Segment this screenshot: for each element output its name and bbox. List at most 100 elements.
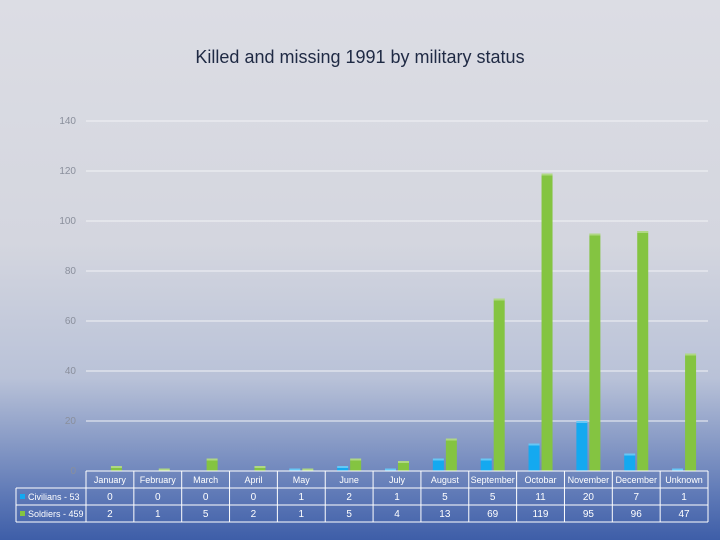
legend-swatch [20,511,25,516]
data-label: 1 [394,492,400,503]
data-label: 2 [346,492,352,503]
category-label: Unknown [665,475,703,485]
bar-soldiers [398,461,409,471]
data-label: 7 [633,492,639,503]
y-tick-label: 40 [65,366,77,377]
category-label: March [193,475,218,485]
gridlines [86,120,708,472]
data-label: 1 [155,509,161,520]
bar-civilians [672,468,684,471]
data-label: 5 [346,509,352,520]
category-label: June [339,475,359,485]
bar-highlight [445,438,457,441]
bar-highlight [637,231,649,233]
category-label: February [140,475,177,485]
bar-highlight [432,458,444,461]
bar-highlight [685,353,697,356]
bar-soldiers [302,468,314,471]
bar-soldiers [637,231,649,471]
data-label: 5 [442,492,448,503]
category-label: August [431,475,460,485]
data-label: 20 [583,492,595,503]
data-label: 5 [490,492,496,503]
category-label: May [293,475,311,485]
data-label: 13 [439,509,451,520]
category-label: December [615,475,657,485]
legend-label: Civilians - 53 [28,492,80,502]
data-table: January February March April May June July Augu… [15,470,709,523]
data-label: 5 [203,509,209,520]
bar-highlight [337,466,349,468]
bar-highlight [528,443,540,446]
bar-highlight [289,468,301,471]
category-label: April [244,475,262,485]
bar-highlight [158,468,170,471]
data-label: 0 [155,492,161,503]
legend-swatch [20,494,25,499]
data-label: 2 [251,509,257,520]
y-tick-label: 100 [59,216,76,227]
y-tick-label: 80 [65,266,77,277]
data-label: 2 [107,509,113,520]
bar-highlight [385,468,396,471]
bar-civilians [576,421,588,471]
y-axis: 0 20 40 60 80 100 120 140 [59,116,76,477]
bar-soldiers [541,173,553,471]
bar-highlight [672,468,684,471]
data-label: 1 [299,492,305,503]
legend-label: Soldiers - 459 [28,509,84,519]
bar-soldiers [206,458,218,471]
bar-civilians [337,466,349,471]
y-tick-label: 120 [59,166,76,177]
bar-soldiers [350,458,362,471]
bar-soldiers [493,298,505,471]
bar-civilians [385,468,396,471]
bar-highlight [398,461,409,463]
data-label: 119 [533,509,549,520]
data-label: 0 [203,492,209,503]
y-tick-label: 0 [70,466,76,477]
bar-civilians [432,458,444,471]
data-label: 69 [487,509,499,520]
category-label: July [389,475,406,485]
bar-soldiers [445,438,457,471]
data-label: 96 [631,509,643,520]
bar-highlight [206,458,218,461]
bar-highlight [480,458,492,461]
bar-civilians [624,453,636,471]
bar-highlight [541,173,553,176]
bar-soldiers [685,353,697,471]
bar-civilians [289,468,301,471]
bar-highlight [254,466,266,468]
bar-highlight [302,468,314,471]
bar-highlight [350,458,362,461]
y-tick-label: 60 [65,316,77,327]
y-tick-label: 140 [59,116,76,127]
y-tick-label: 20 [65,416,77,427]
data-label: 0 [251,492,257,503]
data-label: 47 [679,509,691,520]
data-label: 1 [681,492,687,503]
bars [110,173,697,471]
bar-highlight [624,453,636,456]
bar-highlight [493,298,505,301]
bar-highlight [576,421,588,423]
bar-soldiers [254,466,266,471]
category-label: Octobar [525,475,557,485]
bar-soldiers [158,468,170,471]
chart-title: Killed and missing 1991 by military stat… [195,47,525,67]
data-label: 1 [299,509,305,520]
category-label: November [568,475,610,485]
bar-civilians [528,443,540,471]
data-label: 11 [535,492,546,503]
category-label: September [471,475,515,485]
bar-soldiers [589,233,601,471]
bar-highlight [589,233,601,236]
data-label: 4 [394,509,400,520]
bar-highlight [110,466,122,468]
data-label: 0 [107,492,113,503]
bar-civilians [480,458,492,471]
category-label: January [94,475,127,485]
bar-soldiers [110,466,122,471]
